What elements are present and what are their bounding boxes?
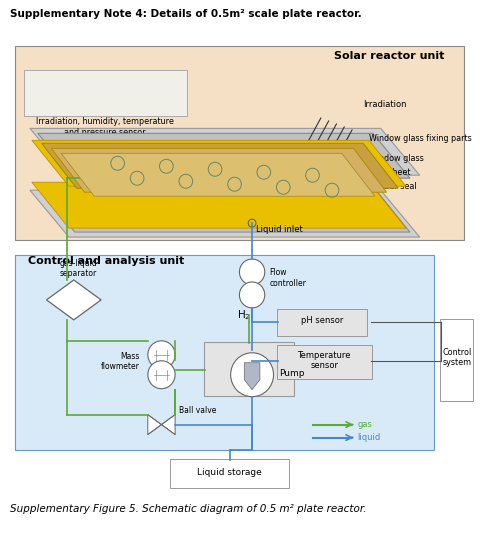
Text: Supplementary Figure 5. Schematic diagram of 0.5 m² plate reactor.: Supplementary Figure 5. Schematic diagra… — [10, 505, 367, 514]
Polygon shape — [32, 140, 406, 186]
Text: Window glass: Window glass — [369, 154, 424, 163]
FancyBboxPatch shape — [24, 70, 187, 117]
Polygon shape — [47, 280, 101, 320]
Text: Rubber seal: Rubber seal — [369, 182, 417, 190]
Circle shape — [240, 259, 265, 285]
Text: pH sensor: pH sensor — [301, 316, 343, 325]
Text: Irradiation, humidity, temperature
and pressure sensor: Irradiation, humidity, temperature and p… — [36, 117, 174, 137]
Circle shape — [240, 282, 265, 308]
Polygon shape — [42, 143, 398, 188]
Text: Supplementary Note 4: Details of 0.5m² scale plate reactor.: Supplementary Note 4: Details of 0.5m² s… — [10, 9, 362, 19]
Text: Ball valve: Ball valve — [179, 406, 216, 415]
Polygon shape — [245, 363, 260, 389]
Polygon shape — [38, 186, 410, 232]
Polygon shape — [61, 154, 375, 196]
FancyBboxPatch shape — [440, 319, 473, 401]
Circle shape — [148, 361, 175, 389]
Text: H$_2$: H$_2$ — [238, 308, 251, 322]
Polygon shape — [38, 133, 410, 178]
Text: Solar reactor unit: Solar reactor unit — [334, 51, 444, 60]
Polygon shape — [162, 415, 175, 434]
Text: gas-liquid
separator: gas-liquid separator — [60, 258, 98, 278]
Text: Gas + Liquid
outlet: Gas + Liquid outlet — [86, 149, 139, 168]
Text: Gas
analysis: Gas analysis — [231, 357, 267, 377]
FancyBboxPatch shape — [170, 458, 289, 488]
FancyBboxPatch shape — [15, 255, 434, 449]
Text: Temperature
sensor: Temperature sensor — [298, 351, 351, 370]
Text: Window glass fixing parts: Window glass fixing parts — [369, 134, 472, 143]
Text: liquid: liquid — [357, 433, 380, 442]
Text: Liquid storage: Liquid storage — [197, 468, 262, 477]
FancyBboxPatch shape — [15, 45, 464, 240]
Text: Flow
controller: Flow controller — [270, 268, 307, 288]
FancyBboxPatch shape — [277, 345, 372, 379]
FancyBboxPatch shape — [277, 309, 367, 336]
Text: gas: gas — [357, 420, 372, 429]
Polygon shape — [30, 128, 420, 175]
Circle shape — [148, 341, 175, 369]
Text: Control and analysis unit: Control and analysis unit — [28, 256, 184, 266]
FancyBboxPatch shape — [204, 342, 294, 396]
Polygon shape — [30, 190, 420, 237]
Text: Pump: Pump — [279, 369, 305, 378]
Text: Mass
flowmeter: Mass flowmeter — [101, 352, 140, 371]
Text: Control
system: Control system — [442, 348, 471, 368]
Polygon shape — [148, 415, 162, 434]
Circle shape — [231, 353, 273, 396]
Text: Irradiation: Irradiation — [363, 101, 407, 110]
Text: HOF sheet: HOF sheet — [369, 168, 411, 177]
Polygon shape — [32, 182, 406, 228]
Text: Liquid inlet: Liquid inlet — [256, 225, 303, 234]
Polygon shape — [52, 148, 386, 192]
